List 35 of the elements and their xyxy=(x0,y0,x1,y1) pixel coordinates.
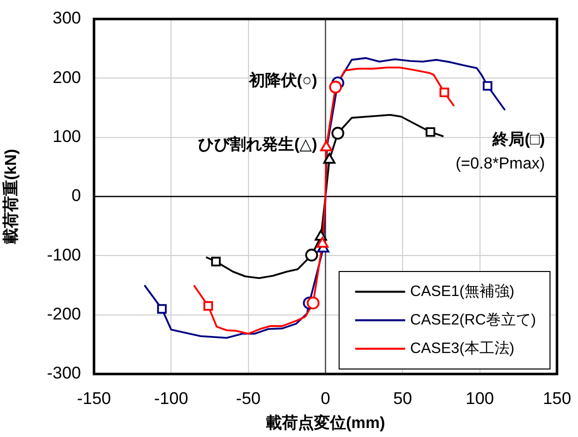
point xyxy=(426,127,436,137)
x-tick-label: -150 xyxy=(76,388,112,408)
annotation: 終局(□) (=0.8*Pmax) xyxy=(456,130,545,172)
point xyxy=(211,256,221,266)
y-axis-title: 載荷荷重(kN) xyxy=(2,148,20,246)
x-tick-label: 50 xyxy=(393,388,412,408)
x-tick-label: 150 xyxy=(542,388,572,408)
x-tick-label: 0 xyxy=(320,388,330,408)
x-axis-title: 載荷点変位(mm) xyxy=(264,412,386,432)
point xyxy=(440,88,450,98)
point xyxy=(203,301,213,311)
y-tick-label: 200 xyxy=(52,68,81,87)
y-tick-label: -200 xyxy=(46,304,81,324)
y-tick-label: 0 xyxy=(72,186,81,206)
point xyxy=(329,80,342,94)
point xyxy=(320,140,332,152)
point xyxy=(157,304,167,314)
point xyxy=(316,236,329,248)
y-tick-label: 100 xyxy=(52,127,81,146)
x-tick-label: -100 xyxy=(154,388,188,408)
legend-label: CASE3(本工法) xyxy=(410,340,514,357)
x-tick-label: -50 xyxy=(236,388,261,408)
point xyxy=(306,296,320,310)
annotation: ひび割れ発生(△) xyxy=(198,135,318,154)
point xyxy=(331,126,344,140)
point xyxy=(482,81,492,91)
point xyxy=(305,248,318,262)
y-tick-label: -100 xyxy=(46,245,81,264)
x-tick-label: 100 xyxy=(466,388,494,408)
y-tick-label: 300 xyxy=(52,8,81,28)
annotation: 初降伏(○) xyxy=(248,72,318,90)
point xyxy=(323,152,336,164)
legend-label: CASE1(無補強) xyxy=(410,282,514,300)
y-tick-label: -300 xyxy=(46,364,81,383)
legend-label: CASE2(RC巻立て) xyxy=(410,311,536,328)
